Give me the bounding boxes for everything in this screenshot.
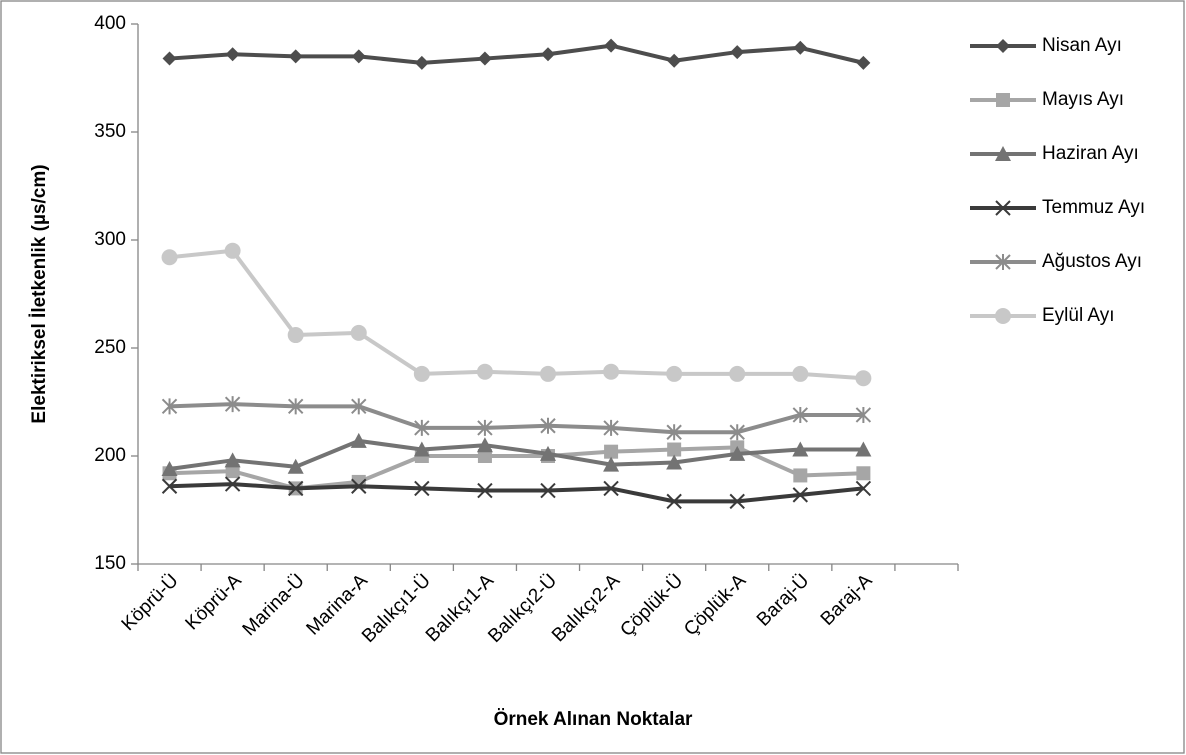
y-tick-label: 400: [94, 13, 126, 34]
marker: [855, 480, 872, 497]
marker: [793, 468, 808, 483]
marker: [995, 308, 1011, 324]
marker: [351, 398, 367, 415]
marker: [855, 370, 872, 387]
marker: [224, 396, 241, 413]
marker: [477, 51, 492, 66]
x-axis-title: Örnek Alınan Noktalar: [494, 709, 693, 730]
marker: [287, 327, 304, 344]
marker: [161, 478, 178, 494]
y-tick-label: 350: [94, 121, 126, 142]
marker: [792, 406, 809, 423]
marker: [995, 254, 1011, 270]
marker: [603, 480, 619, 497]
marker: [603, 456, 620, 472]
marker: [604, 38, 619, 53]
marker: [667, 442, 682, 457]
marker: [413, 365, 430, 382]
marker: [477, 482, 493, 499]
y-tick-label: 200: [94, 445, 126, 466]
marker: [667, 53, 682, 68]
marker: [996, 39, 1010, 53]
marker: [855, 406, 872, 423]
marker: [161, 249, 178, 266]
series-line: [169, 482, 864, 504]
marker: [855, 441, 872, 457]
marker: [161, 460, 178, 476]
marker: [224, 452, 241, 468]
legend-label: Temmuz Ayı: [1042, 197, 1145, 218]
marker: [287, 480, 304, 497]
marker: [351, 478, 367, 494]
marker: [540, 482, 556, 499]
marker: [541, 47, 555, 62]
marker: [414, 480, 430, 497]
marker: [666, 454, 683, 470]
y-tick-label: 300: [94, 229, 126, 250]
marker: [161, 398, 178, 415]
legend-label: Haziran Ayı: [1042, 143, 1139, 164]
marker: [162, 51, 177, 66]
marker: [729, 493, 745, 510]
marker: [603, 419, 619, 436]
marker: [540, 445, 556, 461]
marker: [224, 476, 241, 492]
marker: [287, 458, 304, 474]
marker: [350, 432, 367, 448]
marker: [996, 93, 1010, 107]
y-tick-label: 150: [94, 553, 126, 574]
marker: [414, 55, 429, 70]
marker: [793, 40, 808, 55]
marker: [477, 419, 493, 436]
legend-label: Ağustos Ayı: [1042, 251, 1142, 272]
marker: [792, 365, 809, 382]
series-line: [169, 402, 864, 435]
marker: [729, 424, 745, 441]
marker: [730, 45, 745, 60]
marker: [604, 444, 619, 459]
marker: [540, 365, 556, 382]
marker: [792, 487, 809, 503]
marker: [666, 365, 683, 382]
series-line: [169, 248, 864, 381]
marker: [414, 419, 430, 436]
marker: [666, 424, 682, 441]
marker: [225, 464, 240, 479]
marker: [224, 242, 241, 259]
marker: [995, 200, 1011, 216]
marker: [856, 55, 871, 70]
marker: [792, 441, 809, 457]
marker: [350, 324, 367, 341]
marker: [540, 417, 556, 434]
series-line: [169, 438, 864, 471]
marker: [729, 365, 746, 382]
marker: [288, 49, 303, 64]
marker: [287, 398, 304, 415]
series-line: [169, 43, 864, 65]
marker: [413, 441, 430, 457]
marker: [225, 47, 240, 62]
marker: [351, 49, 366, 64]
marker: [477, 449, 492, 463]
marker: [603, 363, 620, 380]
marker: [666, 493, 682, 510]
marker: [729, 445, 746, 461]
marker: [476, 363, 493, 380]
y-tick-label: 250: [94, 337, 126, 358]
legend-label: Eylül Ayı: [1042, 305, 1115, 326]
marker: [995, 146, 1011, 161]
legend-label: Nisan Ayı: [1042, 35, 1122, 56]
legend-label: Mayıs Ayı: [1042, 89, 1124, 110]
y-axis-title: Elektiriksel İletkenlik (µs/cm): [29, 164, 50, 423]
marker: [476, 437, 493, 453]
marker: [856, 466, 871, 481]
